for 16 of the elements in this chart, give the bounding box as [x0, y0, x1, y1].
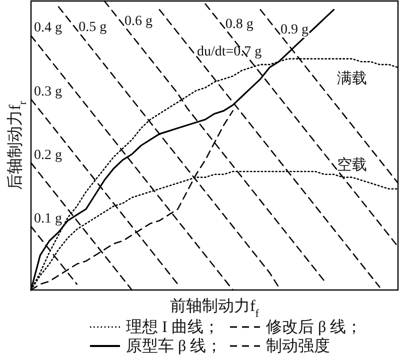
series-label: 0.8 g	[225, 16, 254, 32]
series-label: 0.3 g	[34, 84, 62, 100]
series-label: du/dt=0.7 g	[196, 44, 262, 60]
legend-label: 修改后 β 线；	[266, 318, 362, 336]
legend-label: 原型车 β 线；	[126, 337, 222, 355]
series-label: 0.9 g	[280, 22, 308, 38]
series-label: 0.2 g	[34, 148, 62, 163]
x-axis-title: 前轴制动力f$_{f}$	[170, 297, 260, 320]
series-label: 满载	[337, 70, 368, 87]
series-label: 0.5 g	[78, 20, 107, 35]
text: 理想 I 曲线；	[126, 318, 220, 336]
series-label: 空载	[337, 156, 368, 174]
series-label: 0.4 g	[34, 20, 62, 36]
series-label: 0.6 g	[124, 14, 152, 29]
series-label: 0.1 g	[34, 211, 62, 226]
text: 制动强度	[266, 337, 330, 355]
